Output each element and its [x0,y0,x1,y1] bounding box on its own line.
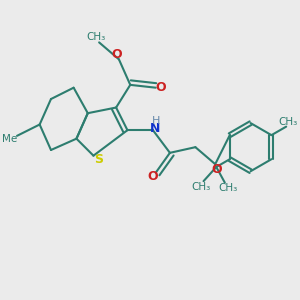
Text: O: O [111,48,122,61]
Text: S: S [94,153,103,167]
Text: O: O [211,163,222,176]
Text: O: O [155,81,166,94]
Text: CH₃: CH₃ [191,182,210,192]
Text: CH₃: CH₃ [219,183,238,193]
Text: CH₃: CH₃ [87,32,106,42]
Text: Me: Me [2,134,17,144]
Text: CH₃: CH₃ [278,116,297,127]
Text: N: N [150,122,160,135]
Text: H: H [152,116,160,126]
Text: O: O [147,169,158,183]
